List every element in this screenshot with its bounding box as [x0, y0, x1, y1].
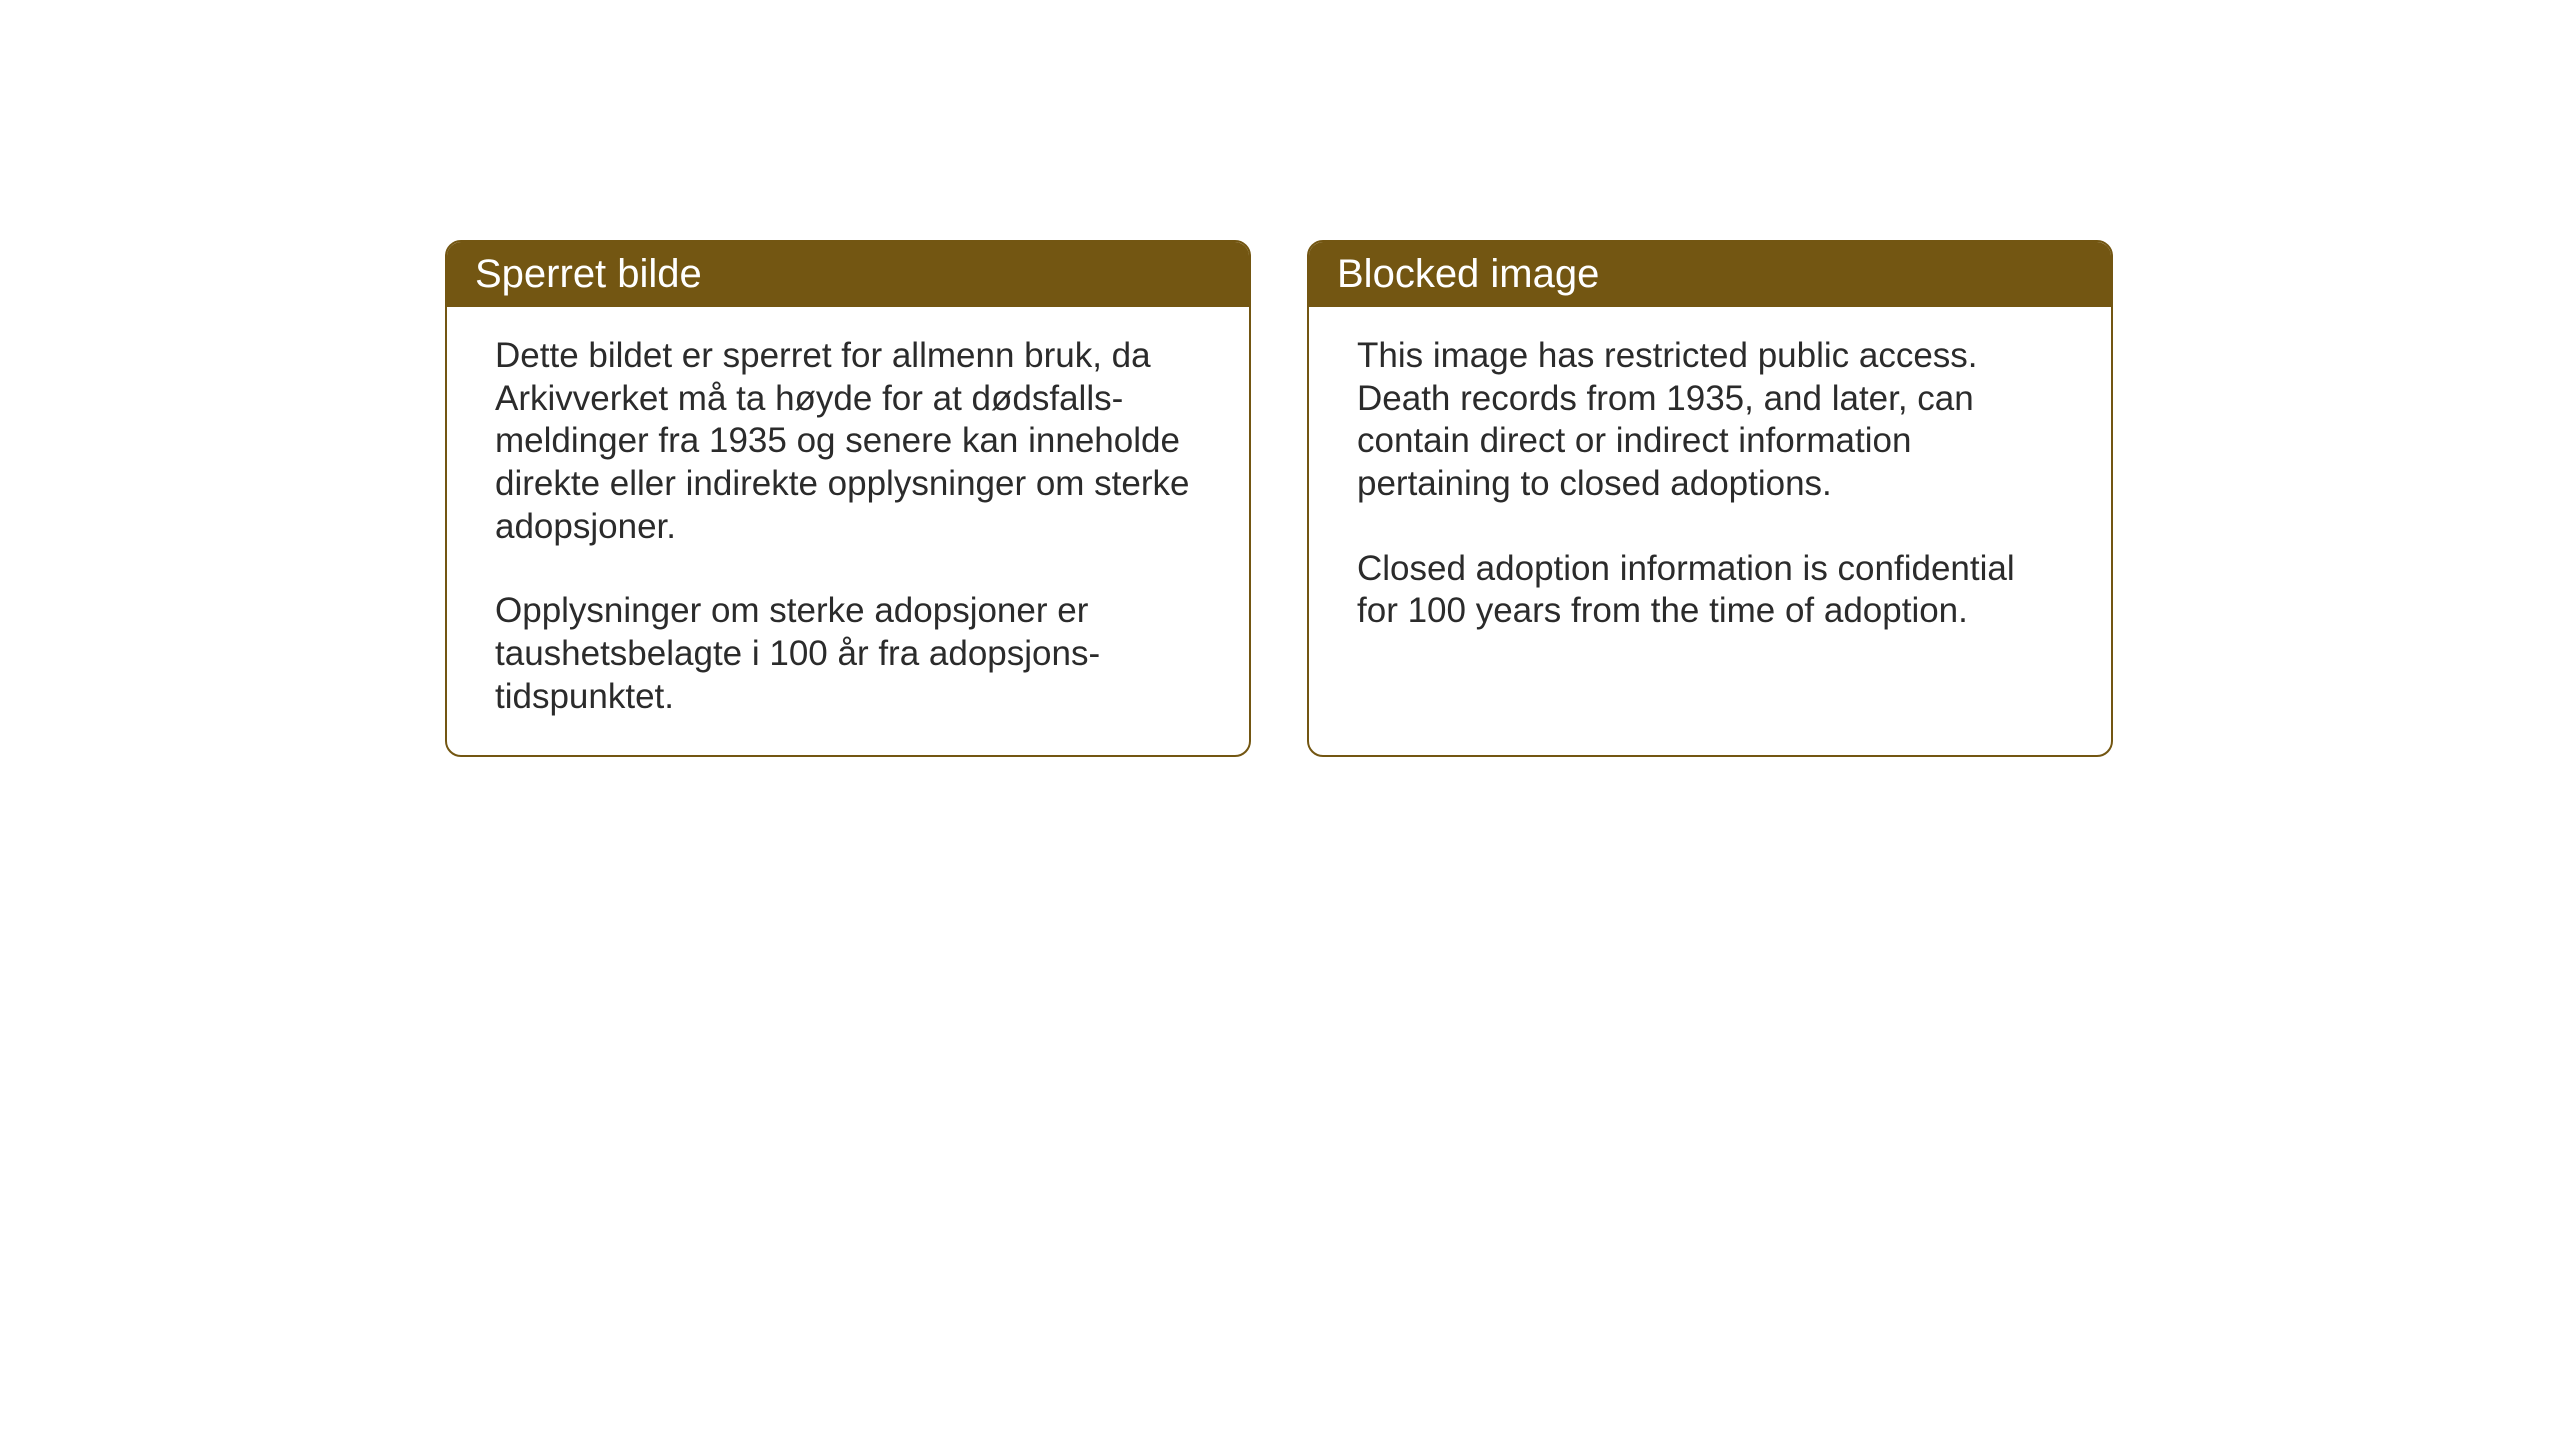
norwegian-card-title: Sperret bilde [447, 242, 1249, 307]
english-card-body: This image has restricted public access.… [1309, 307, 2111, 669]
norwegian-paragraph-2: Opplysninger om sterke adopsjoner er tau… [495, 590, 1201, 718]
english-card-title: Blocked image [1309, 242, 2111, 307]
english-paragraph-2: Closed adoption information is confident… [1357, 548, 2063, 633]
norwegian-card-body: Dette bildet er sperret for allmenn bruk… [447, 307, 1249, 755]
english-paragraph-1: This image has restricted public access.… [1357, 335, 2063, 506]
norwegian-paragraph-1: Dette bildet er sperret for allmenn bruk… [495, 335, 1201, 548]
english-info-card: Blocked image This image has restricted … [1307, 240, 2113, 757]
norwegian-info-card: Sperret bilde Dette bildet er sperret fo… [445, 240, 1251, 757]
info-cards-container: Sperret bilde Dette bildet er sperret fo… [445, 240, 2113, 757]
